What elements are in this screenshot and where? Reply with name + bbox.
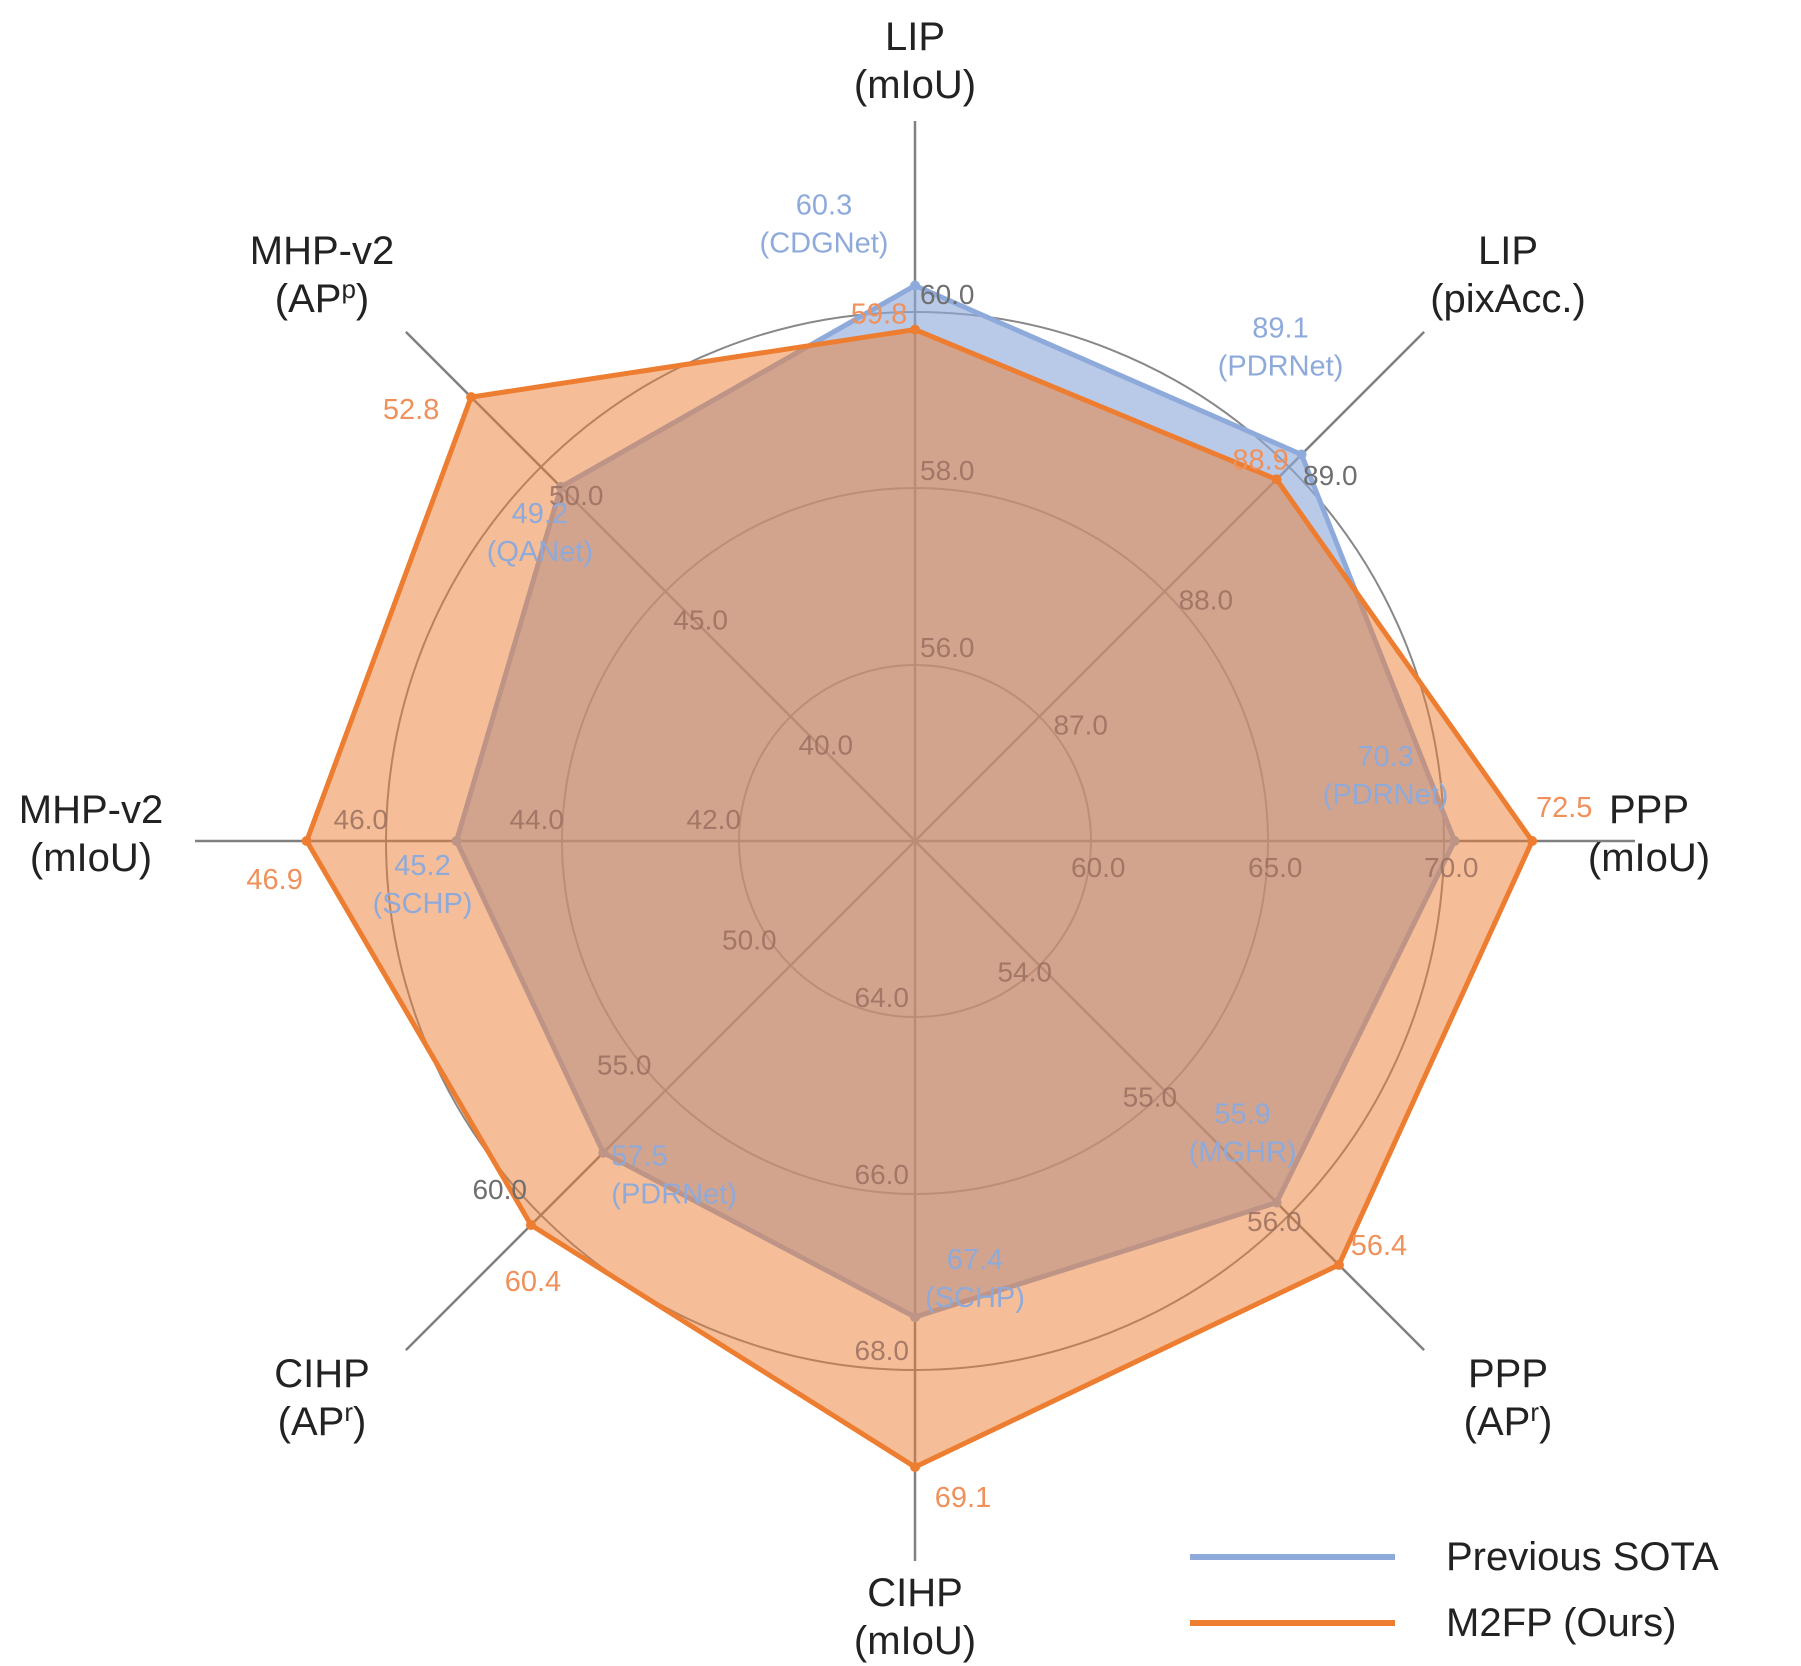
axis-title-line: (APp) — [275, 274, 369, 321]
tick-label: 88.0 — [1179, 584, 1234, 615]
value-number: 45.2 — [394, 850, 450, 882]
tick-labels: 56.0 58.0 60.0 87.0 88.0 89.0 60.0 65.0 70.0 54.0… — [334, 279, 1479, 1366]
value-number: 70.3 — [1357, 741, 1413, 773]
axis-title-mhp-v2-miou: MHP-v2(mIoU) — [19, 788, 163, 880]
point-previous-sota-2 — [1296, 449, 1307, 460]
value-label-previous-sota: 60.3 (CDGNet) — [760, 190, 889, 260]
legend-label-m2fp-ours: M2FP (Ours) — [1446, 1601, 1676, 1645]
tick-label: 55.0 — [597, 1050, 652, 1081]
point-m2fp-ours-4 — [1333, 1259, 1344, 1270]
axis-title-lip-miou: LIP(mIoU) — [854, 15, 976, 107]
tick-label: 70.0 — [1424, 852, 1479, 883]
legend: Previous SOTA M2FP (Ours) — [1190, 1535, 1719, 1645]
series-areas — [301, 280, 1538, 1472]
axis-title-ppp-apr: PPP(APr) — [1464, 1352, 1553, 1444]
method-name: (CDGNet) — [760, 228, 889, 260]
axis-title-line: (APr) — [1464, 1397, 1553, 1444]
point-previous-sota-1 — [910, 280, 920, 291]
axis-title-line: (pixAcc.) — [1430, 277, 1586, 321]
axis-title-line: MHP-v2 — [250, 229, 394, 273]
point-m2fp-ours-2 — [1271, 474, 1282, 485]
tick-label: 64.0 — [855, 982, 910, 1013]
axis-titles: LIP(mIoU)LIP(pixAcc.)PPP(mIoU)PPP(APr)CI… — [19, 15, 1710, 1663]
point-m2fp-ours-7 — [301, 836, 312, 846]
value-label-m2fp: 69.1 — [935, 1482, 991, 1514]
tick-label: 44.0 — [510, 804, 565, 835]
tick-label: 60.0 — [1071, 852, 1126, 883]
value-label-m2fp: 72.5 — [1536, 792, 1592, 824]
value-label-m2fp: 46.9 — [246, 864, 302, 896]
value-number: 60.3 — [796, 190, 852, 222]
axis-title-lip-pixacc: LIP(pixAcc.) — [1430, 229, 1586, 321]
tick-label: 55.0 — [1123, 1082, 1178, 1113]
point-m2fp-ours-1 — [910, 324, 920, 335]
value-number: 57.5 — [611, 1141, 667, 1173]
axis-title-line: CIHP — [274, 1352, 370, 1396]
axis-title-line: (mIoU) — [1588, 836, 1710, 880]
axis-title-line: (mIoU) — [30, 836, 152, 880]
tick-label: 56.0 — [1247, 1206, 1302, 1237]
method-name: (PDRNet) — [611, 1179, 737, 1211]
legend-label-previous-sota: Previous SOTA — [1446, 1535, 1719, 1579]
value-number: 89.1 — [1252, 312, 1308, 344]
axis-title-line: LIP — [1478, 229, 1538, 273]
value-label-previous-sota: 70.3 (PDRNet) — [1323, 741, 1449, 811]
tick-label: 54.0 — [997, 956, 1052, 987]
tick-label: 56.0 — [920, 632, 975, 663]
axis-title-line: PPP — [1609, 788, 1689, 832]
value-label-previous-sota: 57.5 (PDRNet) — [611, 1141, 737, 1211]
axis-title-mhp-v2-app: MHP-v2(APp) — [250, 229, 394, 321]
method-name: (MGHR) — [1189, 1137, 1297, 1169]
value-label-previous-sota: 89.1 (PDRNet) — [1218, 312, 1344, 382]
value-label-previous-sota: 49.2 (QANet) — [487, 498, 593, 568]
axis-title-line: MHP-v2 — [19, 788, 163, 832]
tick-label: 60.0 — [472, 1174, 527, 1205]
tick-label: 46.0 — [334, 804, 389, 835]
value-label-m2fp: 60.4 — [505, 1266, 561, 1298]
tick-label: 40.0 — [799, 730, 854, 761]
value-label-m2fp: 88.9 — [1232, 444, 1288, 476]
value-label-previous-sota: 45.2 (SCHP) — [373, 850, 473, 920]
axis-title-line: CIHP — [867, 1571, 963, 1615]
tick-label: 68.0 — [855, 1335, 910, 1366]
point-m2fp-ours-3 — [1527, 836, 1538, 846]
tick-label: 45.0 — [673, 604, 728, 635]
value-label-previous-sota: 55.9 (MGHR) — [1189, 1099, 1297, 1169]
point-m2fp-ours-8 — [466, 392, 477, 403]
value-number: 55.9 — [1214, 1099, 1270, 1131]
tick-label: 89.0 — [1303, 460, 1358, 491]
method-name: (QANet) — [487, 536, 593, 568]
tick-label: 58.0 — [920, 455, 975, 486]
axis-title-line: PPP — [1468, 1352, 1548, 1396]
axis-title-line: (APr) — [278, 1397, 367, 1444]
tick-label: 65.0 — [1248, 852, 1303, 883]
value-label-previous-sota: 67.4 (SCHP) — [925, 1244, 1025, 1314]
value-number: 67.4 — [947, 1244, 1003, 1276]
value-label-m2fp: 59.8 — [851, 299, 907, 331]
series-area-m2fp-ours — [303, 327, 1536, 1470]
axis-title-cihp-apr: CIHP(APr) — [274, 1352, 370, 1444]
axis-title-line: LIP — [885, 15, 945, 59]
method-name: (PDRNet) — [1323, 779, 1449, 811]
point-m2fp-ours-5 — [910, 1461, 920, 1472]
axis-title-line: (mIoU) — [854, 63, 976, 107]
value-number: 49.2 — [512, 498, 568, 530]
tick-label: 50.0 — [549, 480, 604, 511]
point-m2fp-ours-6 — [525, 1220, 536, 1231]
value-label-m2fp: 56.4 — [1351, 1230, 1407, 1262]
axis-title-ppp-miou: PPP(mIoU) — [1588, 788, 1710, 880]
tick-label: 50.0 — [722, 924, 777, 955]
method-name: (SCHP) — [373, 888, 473, 920]
tick-label: 66.0 — [855, 1159, 910, 1190]
value-label-m2fp: 52.8 — [383, 394, 439, 426]
method-name: (SCHP) — [925, 1282, 1025, 1314]
method-name: (PDRNet) — [1218, 350, 1344, 382]
value-labels: 60.3 (CDGNet) 89.1 (PDRNet) 70.3 (PDRNet) 55.9… — [246, 190, 1592, 1514]
tick-label: 42.0 — [687, 804, 742, 835]
tick-label: 87.0 — [1053, 710, 1108, 741]
axis-title-cihp-miou: CIHP(mIoU) — [854, 1571, 976, 1663]
tick-label: 60.0 — [920, 279, 975, 310]
axis-title-line: (mIoU) — [854, 1619, 976, 1663]
